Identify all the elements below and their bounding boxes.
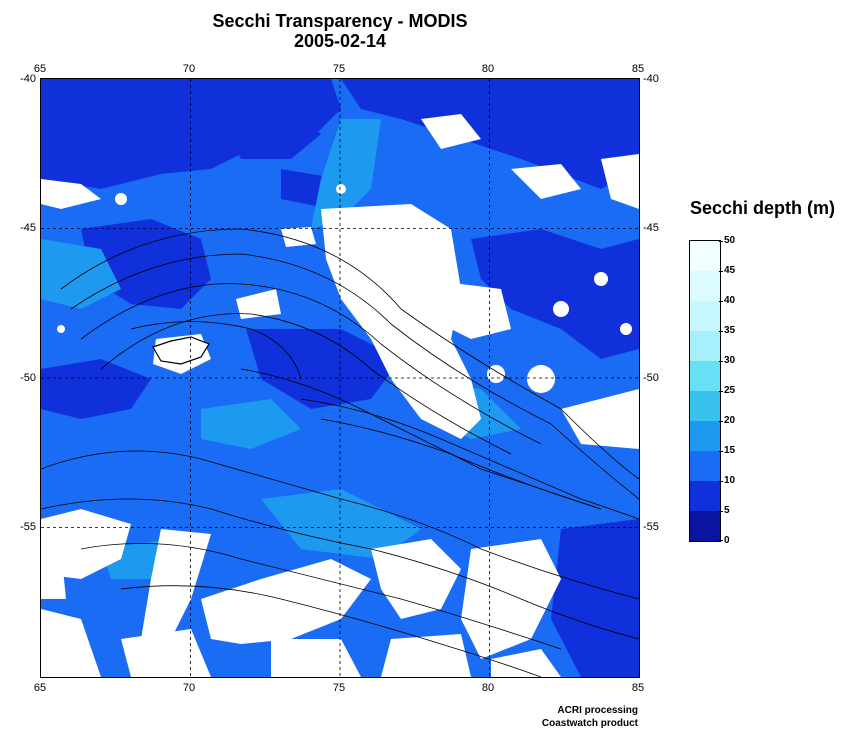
- colorbar-tickmark: [719, 361, 723, 362]
- colorbar-segment: [690, 421, 720, 451]
- colorbar-segment: [690, 241, 720, 271]
- colorbar-label: 0: [724, 535, 730, 546]
- low-secchi-regions: [41, 79, 639, 677]
- colorbar-label: 30: [724, 355, 736, 366]
- colorbar-tickmark: [719, 391, 723, 392]
- colorbar-label: 15: [724, 445, 736, 456]
- lon-tick-top: 65: [33, 63, 47, 75]
- lon-tick-top: 70: [182, 63, 196, 75]
- lat-tick-right: -45: [643, 222, 659, 234]
- lat-tick-left: -45: [20, 222, 36, 234]
- colorbar: [689, 240, 721, 542]
- colorbar-label: 10: [724, 475, 736, 486]
- legend-title: Secchi depth (m): [690, 198, 836, 218]
- graticule: [41, 79, 639, 677]
- map-title: Secchi Transparency - MODIS: [212, 11, 468, 31]
- lon-tick-top: 85: [631, 63, 645, 75]
- lon-tick-top: 80: [481, 63, 495, 75]
- high-secchi-streaks: [41, 119, 521, 579]
- lon-tick-bottom: 75: [332, 682, 346, 694]
- map-date: 2005-02-14: [293, 31, 387, 51]
- colorbar-segment: [690, 511, 720, 541]
- map-panel[interactable]: [40, 78, 640, 678]
- lat-tick-left: -50: [20, 372, 36, 384]
- credit-processing: ACRI processing: [557, 705, 638, 716]
- colorbar-tickmark: [719, 481, 723, 482]
- secchi-map-image: [41, 79, 639, 677]
- colorbar-tickmark: [719, 301, 723, 302]
- lon-tick-bottom: 65: [33, 682, 47, 694]
- lon-tick-bottom: 80: [481, 682, 495, 694]
- colorbar-label: 25: [724, 385, 736, 396]
- lon-tick-bottom: 85: [631, 682, 645, 694]
- colorbar-label: 20: [724, 415, 736, 426]
- credit-product: Coastwatch product: [541, 718, 638, 729]
- colorbar-segment: [690, 481, 720, 511]
- colorbar-segment: [690, 451, 720, 481]
- lon-tick-top: 75: [332, 63, 346, 75]
- bathymetry-contours: [41, 228, 639, 677]
- colorbar-tickmark: [719, 540, 723, 541]
- colorbar-segment: [690, 271, 720, 301]
- colorbar-tickmark: [719, 271, 723, 272]
- colorbar-tickmark: [719, 421, 723, 422]
- lat-tick-right: -40: [643, 73, 659, 85]
- colorbar-segment: [690, 331, 720, 361]
- colorbar-segment: [690, 391, 720, 421]
- lon-tick-bottom: 70: [182, 682, 196, 694]
- colorbar-tickmark: [719, 511, 723, 512]
- colorbar-segment: [690, 301, 720, 331]
- colorbar-segment: [690, 361, 720, 391]
- lat-tick-right: -55: [643, 521, 659, 533]
- colorbar-tickmark: [719, 451, 723, 452]
- colorbar-tickmark: [719, 331, 723, 332]
- lat-tick-right: -50: [643, 372, 659, 384]
- colorbar-label: 45: [724, 265, 736, 276]
- cloud-mask: [41, 114, 639, 677]
- colorbar-label: 5: [724, 505, 730, 516]
- colorbar-label: 50: [724, 235, 736, 246]
- lat-tick-left: -55: [20, 521, 36, 533]
- lat-tick-left: -40: [20, 73, 36, 85]
- island-kerguelen: [152, 336, 210, 365]
- colorbar-tickmark: [719, 241, 723, 242]
- colorbar-label: 40: [724, 295, 736, 306]
- colorbar-label: 35: [724, 325, 736, 336]
